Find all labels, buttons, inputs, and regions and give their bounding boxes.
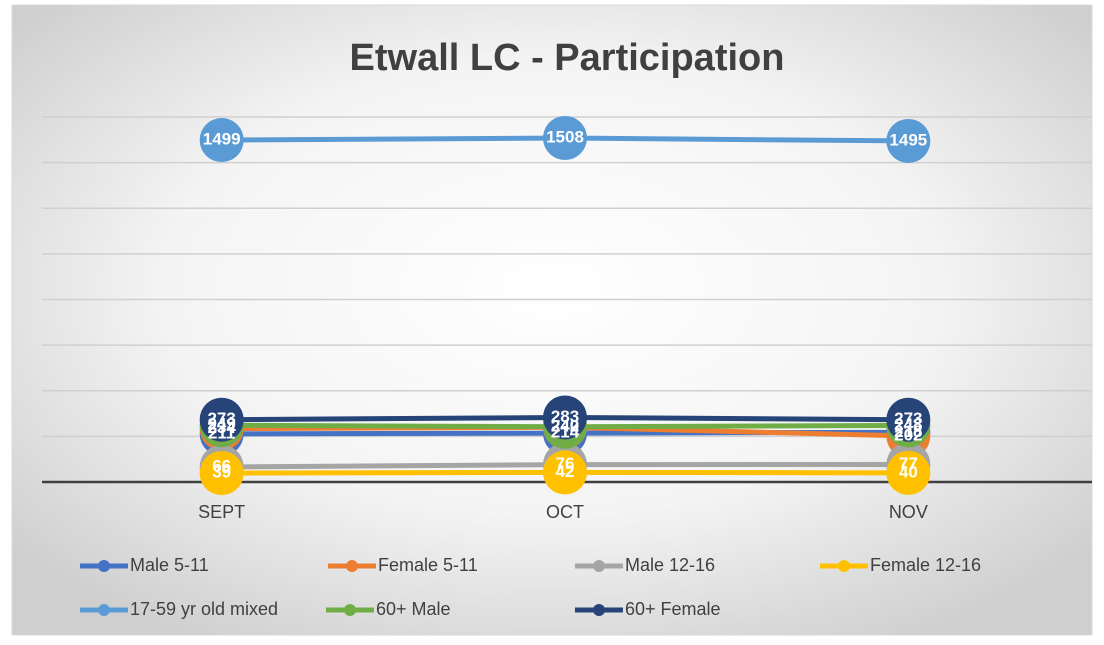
- data-label: 1499: [203, 130, 241, 149]
- chart-area: [11, 4, 1093, 636]
- marker: [543, 395, 587, 440]
- data-label: 1508: [546, 127, 584, 146]
- marker: [543, 450, 587, 495]
- legend-label: Male 12-16: [625, 555, 715, 575]
- x-tick-label: NOV: [889, 502, 928, 522]
- legend-label: Male 5-11: [130, 555, 209, 575]
- marker: [886, 118, 931, 163]
- data-label: 273: [207, 409, 235, 428]
- x-tick-label: SEPT: [198, 502, 245, 522]
- marker: [886, 397, 931, 442]
- data-label: 202: [894, 425, 922, 444]
- legend-label: 17-59 yr old mixed: [130, 599, 278, 619]
- data-label: 1495: [889, 130, 927, 149]
- data-label: 273: [894, 409, 922, 428]
- legend-marker: [838, 560, 850, 572]
- marker: [199, 397, 244, 442]
- legend-marker: [98, 604, 110, 616]
- legend-label: 60+ Female: [625, 599, 721, 619]
- data-label: 249: [207, 415, 235, 434]
- marker: [199, 118, 244, 163]
- data-label: 218: [894, 422, 922, 441]
- legend-marker: [346, 560, 358, 572]
- data-label: 211: [208, 423, 235, 442]
- data-label: 214: [551, 423, 580, 442]
- legend-marker: [593, 560, 605, 572]
- data-label: 42: [556, 462, 575, 481]
- marker: [886, 450, 931, 495]
- legend-marker: [593, 604, 605, 616]
- data-label: 234: [207, 418, 236, 437]
- marker: [543, 115, 587, 160]
- data-label: 242: [551, 416, 579, 435]
- x-tick-label: OCT: [546, 502, 584, 522]
- legend-label: 60+ Male: [376, 599, 451, 619]
- data-label: 39: [212, 463, 231, 482]
- chart-title: Etwall LC - Participation: [350, 37, 785, 79]
- legend-marker: [344, 604, 356, 616]
- data-label: 76: [556, 454, 575, 473]
- data-label: 283: [551, 407, 579, 426]
- legend-label: Female 12-16: [870, 555, 981, 575]
- marker: [199, 451, 244, 496]
- legend-label: Female 5-11: [378, 555, 478, 575]
- data-label: 66: [212, 456, 231, 475]
- data-label: 77: [899, 454, 918, 473]
- data-label: 248: [894, 415, 922, 434]
- data-label: 240: [551, 417, 579, 436]
- legend-marker: [98, 560, 110, 572]
- data-label: 40: [899, 462, 918, 481]
